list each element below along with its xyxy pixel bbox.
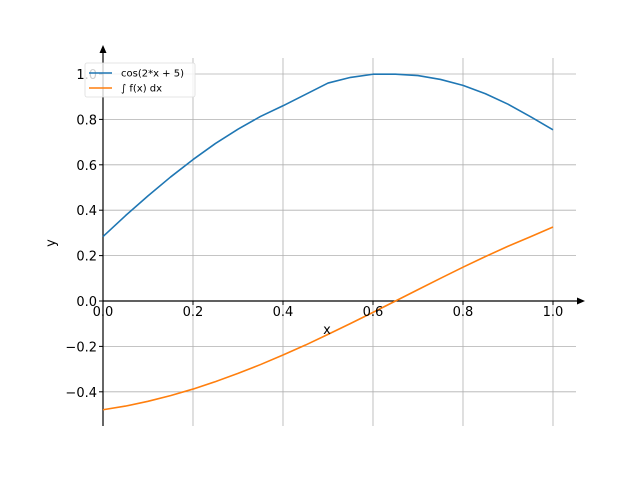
x-axis-arrow-icon: [577, 297, 585, 305]
y-tick-label: 0.8: [76, 113, 97, 128]
x-tick-label: 0.8: [453, 305, 474, 320]
series-layer: [102, 73, 554, 411]
tick-labels: 0.0 0.2 0.4 0.6 0.8 1.0 −0.4 −0.2 0.0 0.2 0.4 0.6 0.…: [65, 68, 563, 401]
legend-label-1: cos(2*x + 5): [121, 69, 184, 80]
x-tick-label: 0.4: [273, 305, 294, 320]
y-tick-label: 0.6: [76, 159, 97, 174]
grid: [103, 58, 576, 426]
x-tick-label: 0.6: [363, 305, 384, 320]
y-tick-label: 0.2: [76, 250, 97, 265]
axes: [99, 45, 585, 426]
legend-box: [84, 62, 196, 98]
x-tick-label: 0.0: [93, 305, 114, 320]
x-tick-label: 1.0: [543, 305, 564, 320]
series-line-1: [102, 73, 554, 238]
legend-label-2: ∫ f(x) dx: [121, 84, 162, 95]
series-line-2: [102, 226, 554, 411]
y-axis-arrow-icon: [99, 45, 107, 53]
y-axis-label: y: [44, 239, 59, 247]
y-tick-label: 0.4: [76, 204, 97, 219]
legend: cos(2*x + 5) ∫ f(x) dx: [84, 62, 196, 98]
y-tick-label: −0.4: [65, 386, 97, 401]
y-tick-label: 0.0: [76, 295, 97, 310]
x-axis-label: x: [323, 323, 331, 338]
y-tick-label: −0.2: [65, 340, 97, 355]
x-tick-label: 0.2: [183, 305, 204, 320]
